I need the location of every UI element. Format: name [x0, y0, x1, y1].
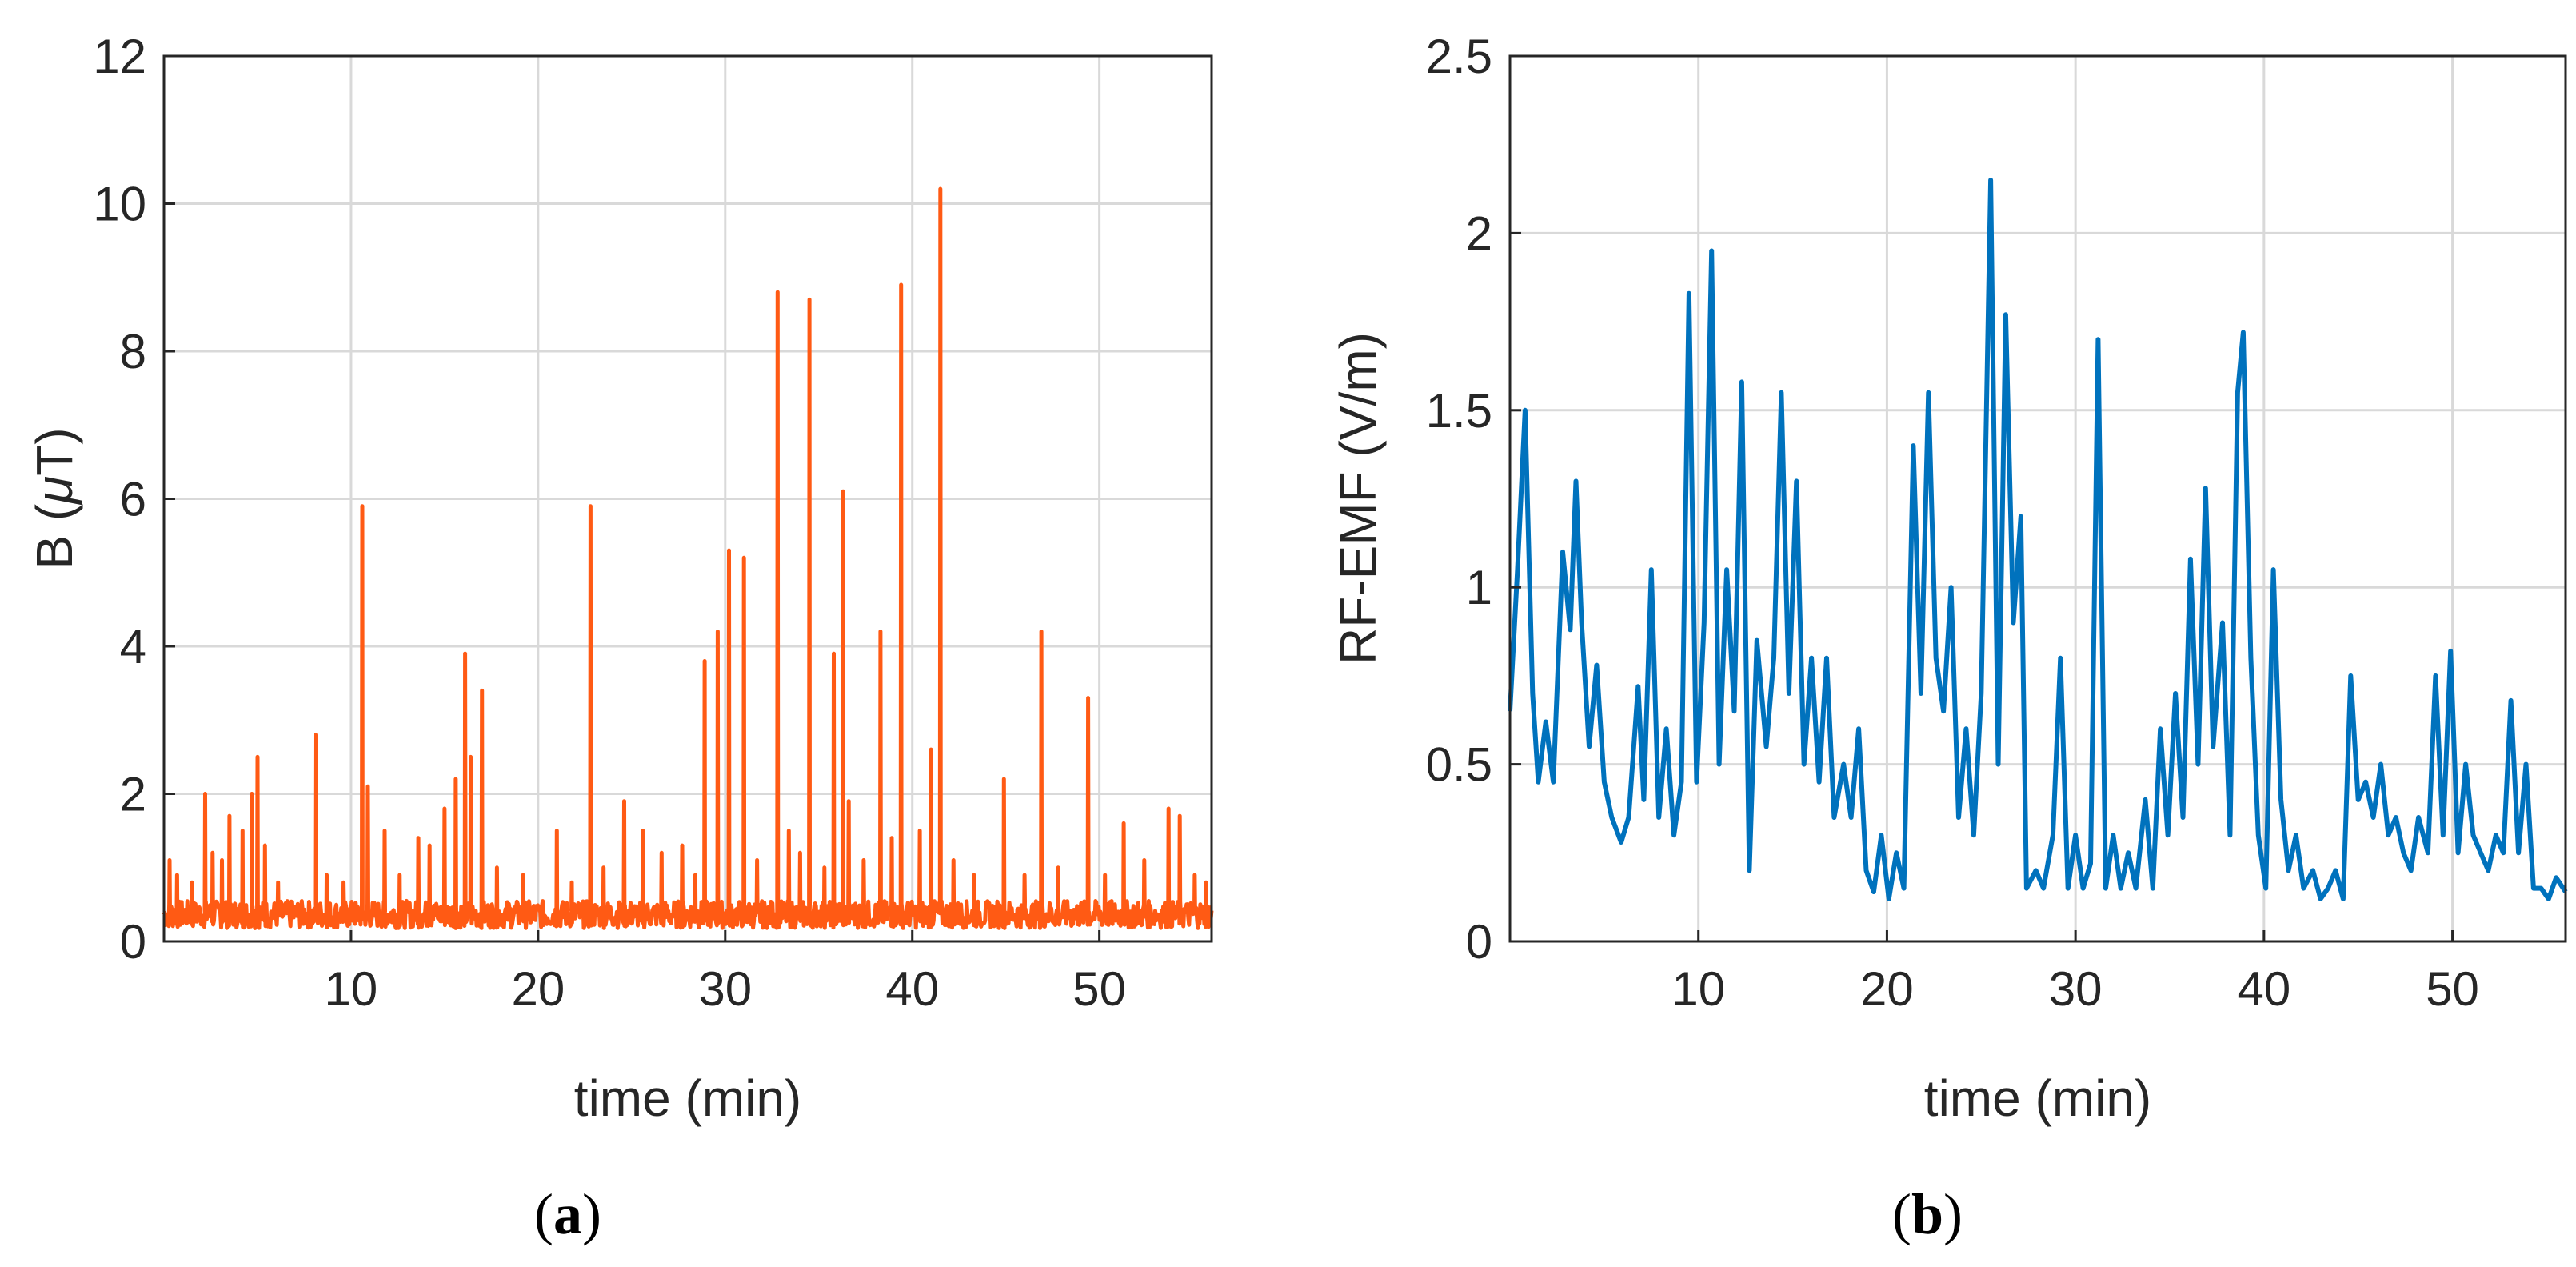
gridlines: [1510, 56, 2566, 941]
y-tick-label: 2: [120, 768, 146, 821]
x-tick-label: 30: [698, 962, 752, 1016]
plot-frame: [1508, 54, 2567, 943]
tick-labels: 10 20 30 40 50 0 2 4 6 8 10 12: [93, 30, 1126, 1016]
chart-panel-b: 10 20 30 40 50 0 0.5 1 1.5 2 2.5 time (min) RF-EMF…: [1329, 30, 2568, 1246]
y-tick-label: 1.5: [1426, 384, 1492, 438]
chart-panel-a: 10 20 30 40 50 0 2 4 6 8 10 12 time (min) B (μT) (a…: [26, 30, 1214, 1246]
x-tick-label: 40: [2237, 962, 2290, 1016]
panel-label-a: (a): [534, 1182, 601, 1246]
x-axis-label: time (min): [574, 1069, 801, 1127]
y-tick-label: 2: [1466, 206, 1492, 260]
y-axis-label: RF-EMF (V/m): [1329, 332, 1387, 665]
panel-letter-a: a: [553, 1182, 582, 1246]
y-axis-label-suffix: T): [26, 427, 83, 475]
y-tick-label: 2.5: [1426, 30, 1492, 83]
y-tick-label: 0: [1466, 915, 1492, 969]
y-axis-label: B (μT): [26, 427, 83, 569]
y-tick-label: 6: [120, 473, 146, 526]
x-tick-label: 20: [511, 962, 565, 1016]
y-tick-label: 0: [120, 915, 146, 969]
y-tick-label: 10: [93, 178, 146, 231]
x-tick-label: 20: [1860, 962, 1914, 1016]
y-axis-label-symbol: μ: [26, 476, 83, 506]
y-tick-label: 1: [1466, 561, 1492, 614]
gridlines: [164, 56, 1212, 941]
x-tick-label: 50: [2426, 962, 2479, 1016]
x-tick-label: 50: [1072, 962, 1126, 1016]
panel-label-b: (b): [1892, 1182, 1963, 1246]
x-tick-label: 30: [2049, 962, 2103, 1016]
series-rf-emf: [1508, 178, 2568, 901]
x-tick-label: 40: [885, 962, 939, 1016]
y-tick-label: 4: [120, 620, 146, 673]
series-line: [1508, 178, 2568, 901]
x-tick-label: 10: [325, 962, 378, 1016]
x-tick-label: 10: [1671, 962, 1725, 1016]
y-tick-label: 12: [93, 30, 146, 83]
series-line: [162, 186, 1214, 930]
tick-labels: 10 20 30 40 50 0 0.5 1 1.5 2 2.5: [1426, 30, 2479, 1016]
y-axis-label-prefix: B (: [26, 504, 83, 570]
panel-letter-b: b: [1911, 1182, 1943, 1246]
series-magnetic-field: [162, 186, 1214, 930]
y-tick-label: 8: [120, 325, 146, 378]
y-tick-label: 0.5: [1426, 738, 1492, 792]
x-axis-label: time (min): [1924, 1069, 2151, 1127]
